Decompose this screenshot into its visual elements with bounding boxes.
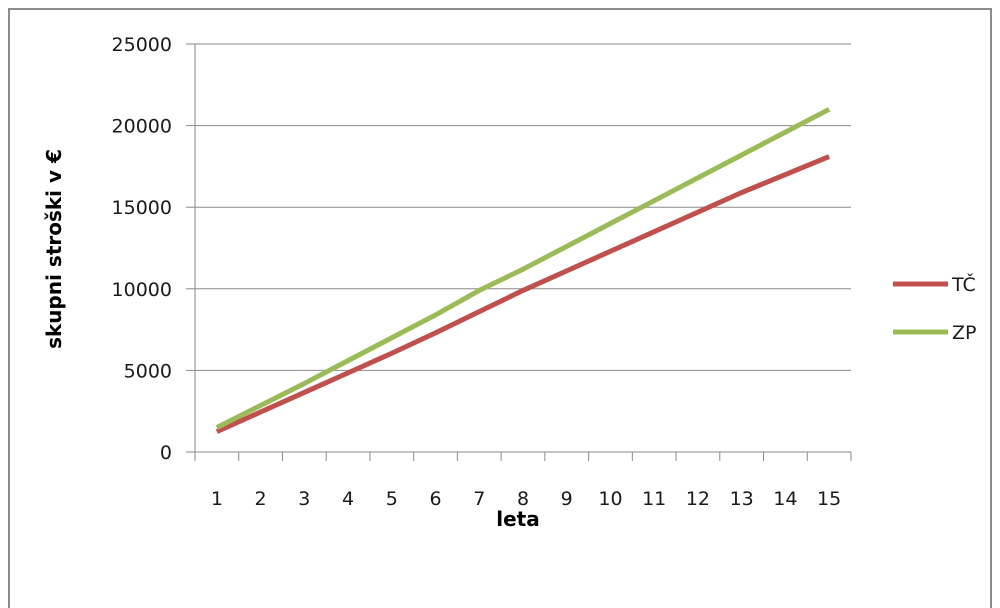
y-tick-label: 25000 <box>112 34 172 56</box>
x-tick-label: 3 <box>298 488 310 510</box>
y-axis-title: skupni stroški v € <box>42 149 66 349</box>
x-tick-label: 4 <box>342 488 354 510</box>
x-tick-label: 11 <box>642 488 666 510</box>
y-tick-label: 15000 <box>112 197 172 219</box>
legend-label: TČ <box>951 272 976 296</box>
x-tick-label: 7 <box>473 488 485 510</box>
x-tick-label: 5 <box>386 488 398 510</box>
x-tick-label: 9 <box>561 488 573 510</box>
series-line-TČ <box>215 154 831 434</box>
legend-label: ZP <box>952 322 976 344</box>
x-tick-label: 6 <box>429 488 441 510</box>
series-lines <box>215 107 831 434</box>
x-tick-labels: 1 2 3 4 5 6 7 8 9 10 11 12 13 14 15 <box>211 488 841 510</box>
x-tick-label: 10 <box>598 488 622 510</box>
y-tick-label: 0 <box>160 442 172 464</box>
legend: TČ ZP <box>893 272 976 344</box>
x-axis-title: leta <box>496 507 539 531</box>
x-tick-label: 1 <box>211 488 223 510</box>
x-tick-label: 2 <box>255 488 267 510</box>
gridlines <box>195 43 851 371</box>
axes <box>186 43 852 461</box>
y-tick-label: 10000 <box>112 279 172 301</box>
series-line-ZP <box>215 107 831 430</box>
x-tick-label: 12 <box>686 488 710 510</box>
y-tick-labels: 0 5000 10000 15000 20000 25000 <box>112 34 172 464</box>
y-tick-label: 5000 <box>124 360 172 382</box>
x-tick-label: 14 <box>773 488 797 510</box>
x-tick-label: 8 <box>517 488 529 510</box>
chart-frame <box>8 8 992 608</box>
y-tick-label: 20000 <box>112 116 172 138</box>
x-tick-label: 15 <box>817 488 841 510</box>
x-tick-label: 13 <box>730 488 754 510</box>
